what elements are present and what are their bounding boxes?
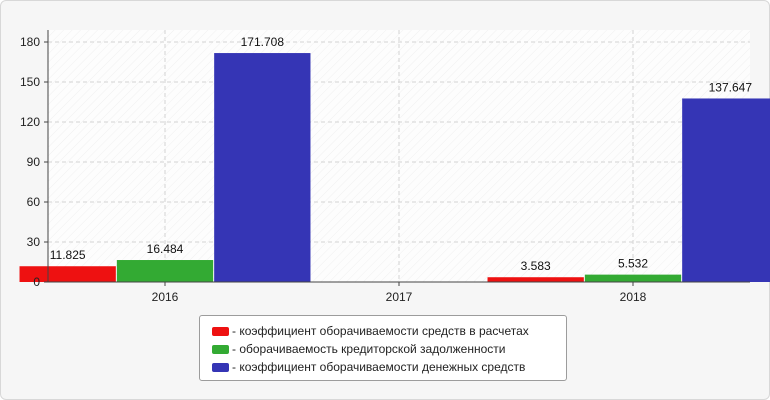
legend: - коэффициент оборачиваемости средств в … bbox=[199, 315, 567, 381]
data-labels: 11.825 16.484 171.708 3.583 5.532 137.647 bbox=[50, 35, 753, 273]
bar-series-1 bbox=[19, 266, 116, 282]
legend-label: - коэффициент оборачиваемости средств в … bbox=[232, 324, 529, 338]
legend-swatch-series-1 bbox=[212, 326, 229, 336]
data-label: 137.647 bbox=[709, 80, 753, 94]
y-axis-ticks: 0 30 60 90 120 150 180 bbox=[20, 35, 48, 289]
legend-item: - коэффициент оборачиваемости средств в … bbox=[212, 322, 566, 340]
x-axis-ticks: 2016 2017 2018 bbox=[152, 282, 647, 304]
bar-series-3 bbox=[214, 53, 311, 282]
x-tick-label: 2018 bbox=[620, 290, 647, 304]
data-label: 11.825 bbox=[50, 248, 86, 262]
bars bbox=[19, 53, 770, 282]
y-tick-label: 120 bbox=[20, 115, 40, 129]
y-tick-label: 90 bbox=[27, 155, 41, 169]
bar-series-2 bbox=[584, 274, 682, 282]
x-tick-label: 2017 bbox=[386, 290, 413, 304]
bar-series-1 bbox=[487, 277, 584, 282]
y-tick-label: 60 bbox=[27, 195, 41, 209]
x-tick-label: 2016 bbox=[152, 290, 179, 304]
grid-lines bbox=[48, 30, 750, 282]
legend-swatch-series-3 bbox=[212, 362, 229, 372]
data-label: 3.583 bbox=[521, 259, 551, 273]
data-label: 171.708 bbox=[241, 35, 285, 49]
legend-item: - оборачиваемость кредиторской задолженн… bbox=[212, 340, 566, 358]
data-label: 5.532 bbox=[618, 257, 648, 271]
data-label: 16.484 bbox=[147, 242, 184, 256]
legend-label: - коэффициент оборачиваемости денежных с… bbox=[232, 360, 526, 374]
legend-label: - оборачиваемость кредиторской задолженн… bbox=[232, 342, 506, 356]
bar-series-3 bbox=[682, 98, 770, 282]
bar-series-2 bbox=[116, 260, 214, 282]
legend-item: - коэффициент оборачиваемости денежных с… bbox=[212, 358, 566, 376]
y-tick-label: 30 bbox=[27, 235, 41, 249]
y-tick-label: 150 bbox=[20, 75, 40, 89]
y-tick-label: 180 bbox=[20, 35, 40, 49]
y-tick-label: 0 bbox=[33, 275, 40, 289]
legend-swatch-series-2 bbox=[212, 344, 229, 354]
